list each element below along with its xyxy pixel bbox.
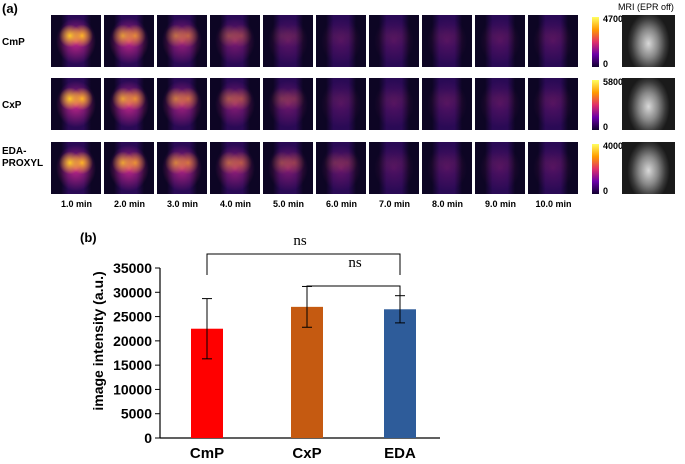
y-axis-label: image intensity (a.u.) — [90, 271, 106, 410]
epr-image — [263, 142, 313, 194]
epr-image — [528, 78, 578, 130]
epr-image — [475, 78, 525, 130]
significance-label: ns — [293, 233, 307, 249]
time-label: 3.0 min — [166, 199, 198, 209]
time-label: 7.0 min — [378, 199, 410, 209]
epr-image — [369, 78, 419, 130]
epr-image — [528, 15, 578, 67]
x-tick-label: CmP — [190, 445, 224, 462]
epr-image — [157, 15, 207, 67]
epr-image — [263, 78, 313, 130]
epr-image — [51, 15, 101, 67]
epr-image — [316, 78, 366, 130]
epr-image — [528, 142, 578, 194]
epr-image — [210, 142, 260, 194]
mri-image — [622, 142, 675, 194]
y-tick-label: 35000 — [113, 260, 152, 276]
significance-label: ns — [348, 255, 362, 271]
epr-image — [475, 15, 525, 67]
colorbar-max: 47000 — [603, 14, 629, 24]
epr-image — [263, 15, 313, 67]
colorbar-min: 0 — [603, 122, 609, 132]
colorbar — [592, 144, 599, 194]
epr-image — [210, 15, 260, 67]
row-label: CmP — [2, 37, 25, 48]
time-label: 1.0 min — [60, 199, 92, 209]
epr-image — [369, 142, 419, 194]
y-tick-label: 25000 — [113, 309, 152, 325]
colorbar-max: 58000 — [603, 77, 629, 87]
epr-image — [104, 78, 154, 130]
error-bar — [202, 298, 212, 360]
mri-image — [622, 15, 675, 67]
panel-label: (a) — [2, 1, 18, 16]
epr-image — [51, 142, 101, 194]
epr-image — [210, 78, 260, 130]
epr-image — [104, 142, 154, 194]
colorbar — [592, 17, 599, 67]
time-label: 6.0 min — [325, 199, 357, 209]
y-tick-label: 5000 — [121, 406, 152, 422]
epr-image — [369, 15, 419, 67]
y-tick-label: 0 — [144, 430, 152, 446]
y-tick-label: 10000 — [113, 381, 152, 397]
y-tick-label: 20000 — [113, 333, 152, 349]
panel-label: (b) — [80, 230, 97, 245]
epr-image — [316, 142, 366, 194]
time-label: 8.0 min — [431, 199, 463, 209]
epr-image — [422, 15, 472, 67]
row-label: CxP — [2, 100, 22, 111]
panel-a: (a) MRI (EPR off) CmP 47000 0 CxP 58000 0 EDA-… — [0, 0, 685, 225]
row-label: EDA- PROXYL — [2, 146, 44, 169]
bar — [384, 309, 416, 438]
bar — [291, 306, 323, 438]
x-tick-label: CxP — [292, 445, 321, 462]
time-label: 9.0 min — [484, 199, 516, 209]
bar-chart: (b) image intensity (a.u.) 0 5000 10000 150… — [80, 230, 440, 462]
time-label: 4.0 min — [219, 199, 251, 209]
x-tick-label: EDA — [384, 445, 416, 462]
significance-bracket — [206, 253, 401, 275]
epr-image — [157, 78, 207, 130]
epr-image — [475, 142, 525, 194]
colorbar-max: 40000 — [603, 141, 629, 151]
time-label: 2.0 min — [113, 199, 145, 209]
mri-label: MRI (EPR off) — [618, 2, 674, 12]
epr-image — [104, 15, 154, 67]
epr-image — [316, 15, 366, 67]
epr-image — [422, 142, 472, 194]
significance-bracket — [306, 285, 401, 302]
epr-image — [51, 78, 101, 130]
epr-image — [422, 78, 472, 130]
y-tick-label: 15000 — [113, 357, 152, 373]
colorbar-min: 0 — [603, 59, 609, 69]
y-tick-label: 30000 — [113, 284, 152, 300]
mri-image — [622, 78, 675, 130]
time-label: 10.0 min — [535, 199, 572, 209]
epr-image — [157, 142, 207, 194]
time-label: 5.0 min — [272, 199, 304, 209]
colorbar — [592, 80, 599, 130]
colorbar-min: 0 — [603, 186, 609, 196]
